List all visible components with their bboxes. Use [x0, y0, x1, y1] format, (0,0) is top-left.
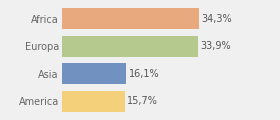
- Text: 16,1%: 16,1%: [129, 69, 159, 79]
- Text: 33,9%: 33,9%: [200, 41, 231, 51]
- Bar: [62, 90, 125, 112]
- Bar: [62, 36, 198, 57]
- Text: 34,3%: 34,3%: [202, 14, 232, 24]
- Bar: [62, 63, 126, 84]
- Bar: [62, 8, 199, 30]
- Text: 15,7%: 15,7%: [127, 96, 158, 106]
